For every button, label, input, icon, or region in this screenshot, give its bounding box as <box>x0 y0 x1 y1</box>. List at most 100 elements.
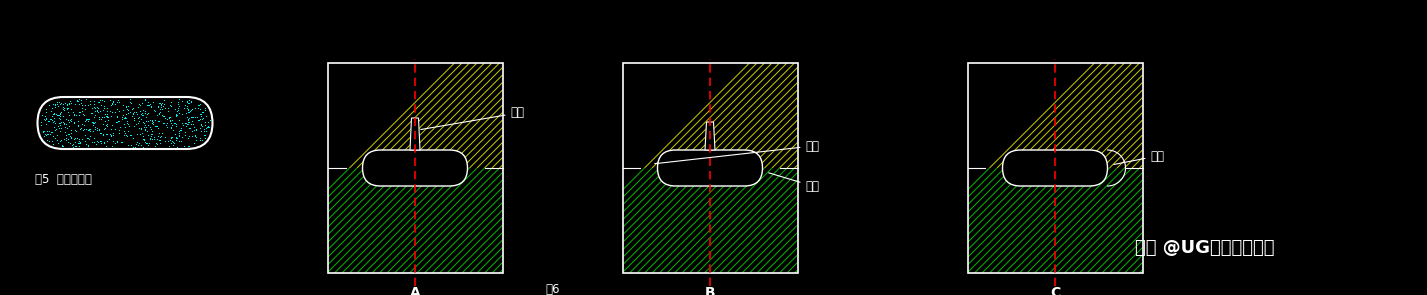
Point <box>147 119 170 123</box>
Point <box>177 121 200 126</box>
Point <box>133 120 156 125</box>
Bar <box>968 63 1143 273</box>
Point <box>88 139 111 144</box>
Text: 图5  塑胶产品图: 图5 塑胶产品图 <box>36 173 91 186</box>
Point <box>164 124 187 128</box>
Polygon shape <box>410 118 420 150</box>
Point <box>91 121 114 126</box>
Point <box>147 130 170 135</box>
Point <box>70 100 93 105</box>
Point <box>87 139 110 144</box>
Point <box>134 127 157 132</box>
Point <box>133 97 156 102</box>
Point <box>176 99 198 104</box>
Point <box>87 100 110 105</box>
Point <box>37 119 60 123</box>
Point <box>101 131 124 135</box>
Point <box>59 140 81 145</box>
Point <box>106 107 128 112</box>
Point <box>78 101 101 106</box>
Point <box>74 142 97 147</box>
Point <box>96 138 118 143</box>
Point <box>40 105 63 110</box>
Point <box>83 139 106 144</box>
Point <box>141 119 164 124</box>
Point <box>147 137 170 142</box>
Point <box>97 118 120 122</box>
Point <box>93 103 116 108</box>
Point <box>53 108 76 113</box>
Point <box>183 114 205 119</box>
Point <box>160 134 183 139</box>
Point <box>116 121 138 125</box>
Point <box>184 133 207 138</box>
Point <box>49 114 71 118</box>
Point <box>136 103 158 107</box>
Point <box>121 105 144 110</box>
Point <box>181 134 204 138</box>
Point <box>151 104 174 108</box>
Point <box>160 136 183 140</box>
Point <box>31 129 54 134</box>
Point <box>57 109 80 114</box>
Text: 头条 @UG模具设计视频: 头条 @UG模具设计视频 <box>1134 239 1274 257</box>
Point <box>59 133 81 138</box>
Point <box>78 129 101 134</box>
Text: C: C <box>1050 286 1060 295</box>
Point <box>146 123 168 128</box>
Point <box>40 130 63 134</box>
Point <box>131 144 154 149</box>
Point <box>91 132 114 137</box>
Point <box>171 111 194 116</box>
Point <box>120 142 143 147</box>
Point <box>176 124 198 129</box>
Point <box>68 110 91 114</box>
Point <box>88 131 111 136</box>
Point <box>134 114 157 119</box>
Point <box>44 121 67 126</box>
Point <box>183 128 205 133</box>
Point <box>100 109 123 114</box>
Text: B: B <box>705 286 715 295</box>
Point <box>138 101 161 106</box>
Point <box>177 117 200 122</box>
Point <box>181 122 204 127</box>
Point <box>147 134 170 139</box>
Point <box>130 125 153 130</box>
Point <box>136 141 158 145</box>
Point <box>127 116 150 120</box>
Point <box>74 127 97 131</box>
Point <box>46 133 68 138</box>
Point <box>158 118 181 122</box>
Point <box>117 104 140 109</box>
Point <box>100 102 123 106</box>
Point <box>191 109 214 114</box>
Point <box>47 126 70 130</box>
Point <box>183 140 205 145</box>
Point <box>54 130 77 135</box>
Point <box>158 143 181 148</box>
Point <box>106 115 128 119</box>
Point <box>80 119 103 124</box>
Point <box>114 115 137 120</box>
Point <box>53 100 76 105</box>
Point <box>118 100 141 104</box>
Point <box>127 121 150 126</box>
Point <box>187 117 210 122</box>
Point <box>60 135 83 139</box>
Point <box>98 136 121 141</box>
Point <box>77 127 100 132</box>
Point <box>186 103 208 107</box>
Point <box>117 122 140 126</box>
Point <box>117 111 140 116</box>
Point <box>177 100 200 105</box>
Point <box>141 121 164 125</box>
Point <box>176 104 198 109</box>
Point <box>86 126 108 130</box>
Point <box>44 112 67 117</box>
Point <box>49 121 71 126</box>
Point <box>86 110 108 114</box>
Point <box>88 108 111 113</box>
Point <box>34 117 57 122</box>
Point <box>160 138 183 143</box>
